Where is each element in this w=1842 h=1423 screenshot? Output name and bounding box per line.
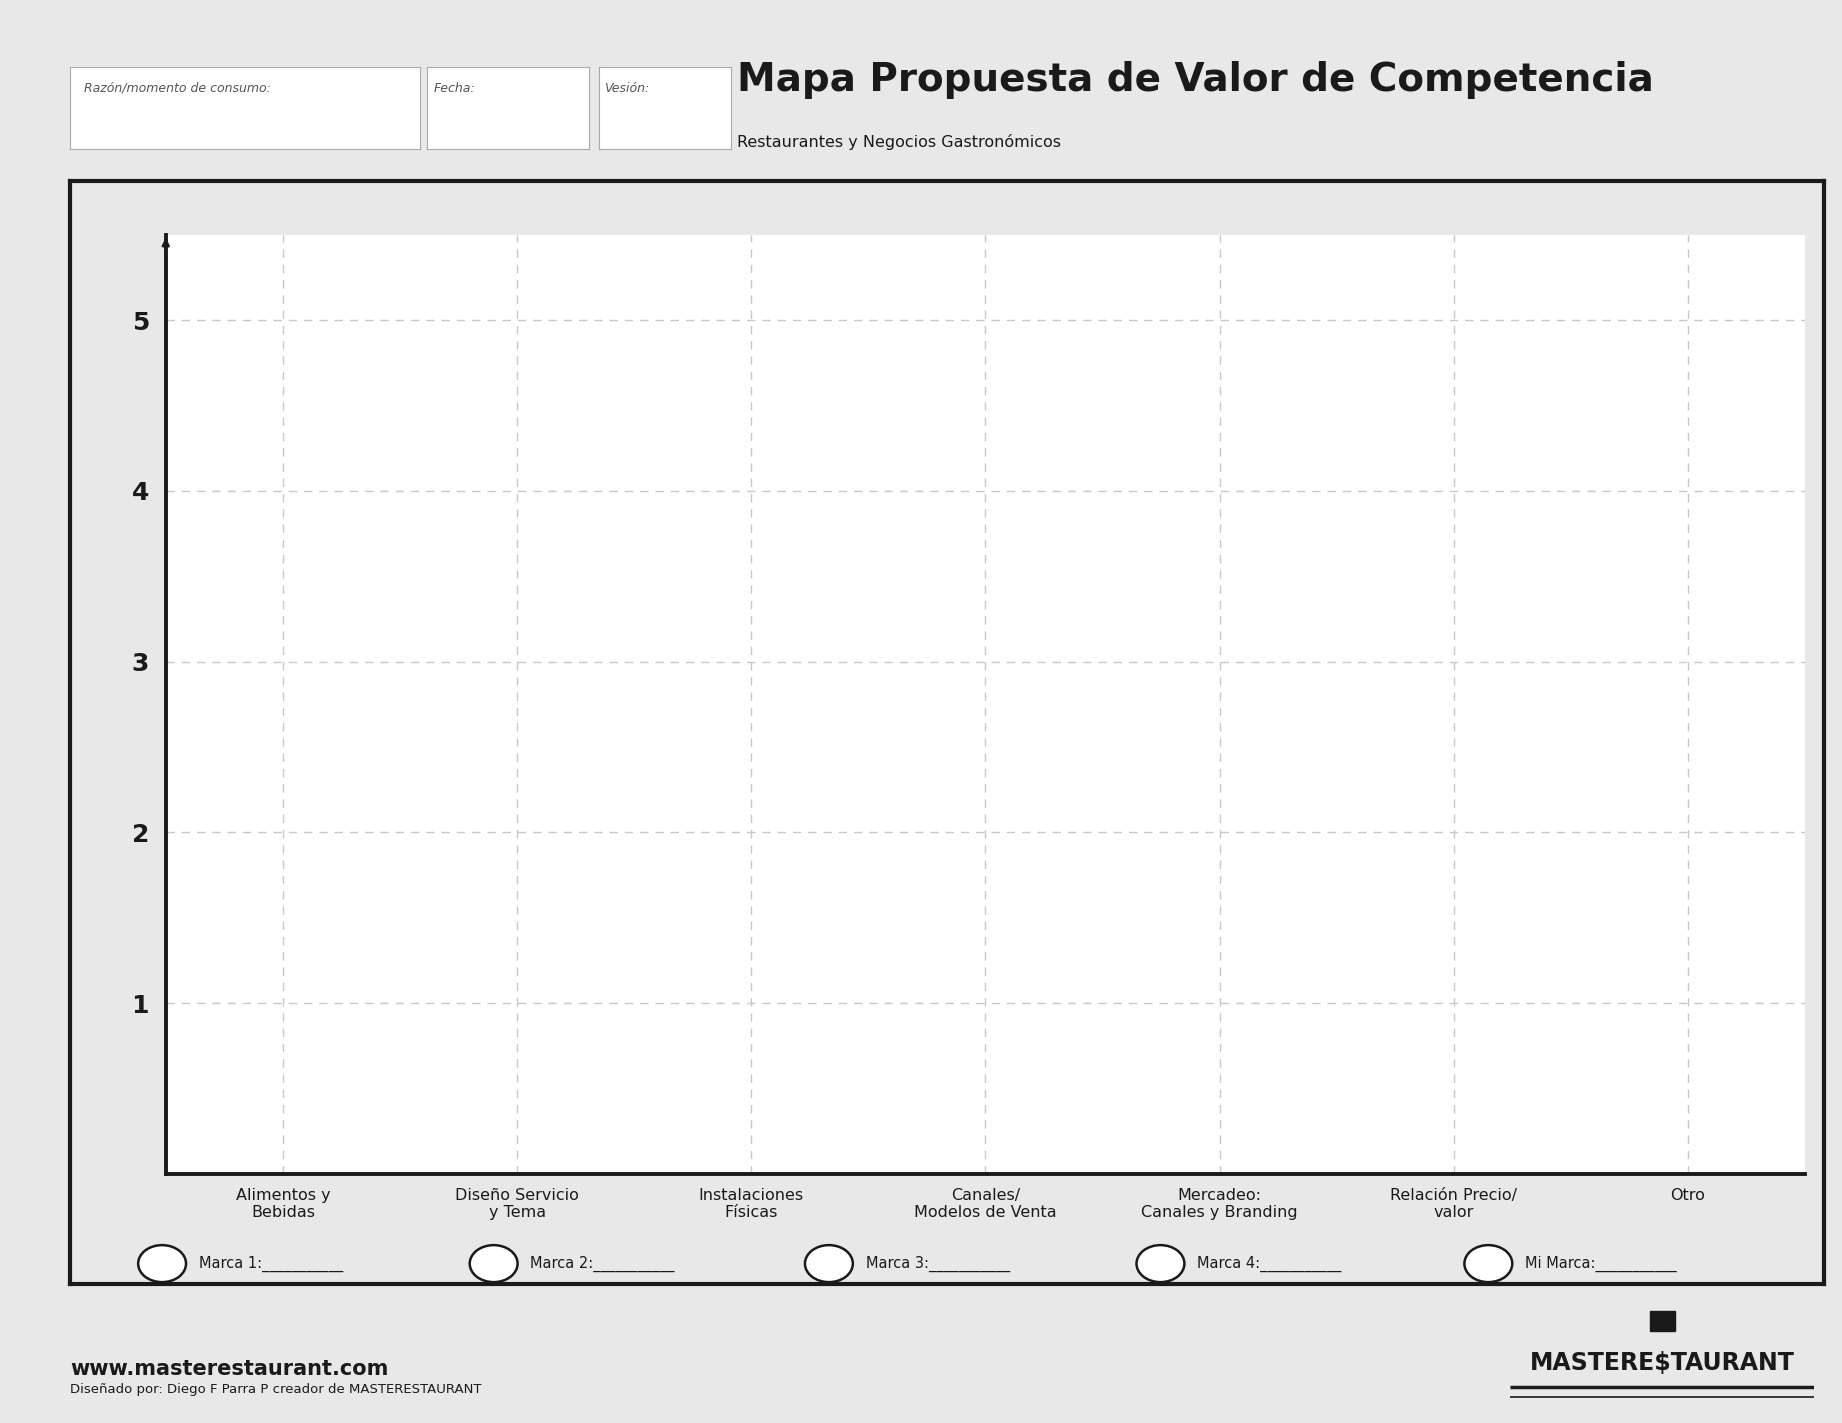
Text: www.masterestaurant.com: www.masterestaurant.com [70,1359,389,1379]
Text: Mi Marca:___________: Mi Marca:___________ [1525,1255,1676,1272]
Text: Marca 3:___________: Marca 3:___________ [866,1255,1009,1272]
Text: Razón/momento de consumo:: Razón/momento de consumo: [85,81,271,95]
Bar [1650,1311,1674,1331]
Text: Mapa Propuesta de Valor de Competencia: Mapa Propuesta de Valor de Competencia [737,61,1654,100]
Text: Fecha:: Fecha: [435,81,475,95]
Text: Marca 2:___________: Marca 2:___________ [530,1255,674,1272]
Text: Marca 4:___________: Marca 4:___________ [1197,1255,1341,1272]
Text: Vesión:: Vesión: [604,81,648,95]
Text: MASTERE$TAURANT: MASTERE$TAURANT [1531,1350,1794,1375]
Text: Diseñado por: Diego F Parra P creador de MASTERESTAURANT: Diseñado por: Diego F Parra P creador de… [70,1383,481,1396]
Text: Restaurantes y Negocios Gastronómicos: Restaurantes y Negocios Gastronómicos [737,134,1061,149]
Text: Marca 1:___________: Marca 1:___________ [199,1255,343,1272]
